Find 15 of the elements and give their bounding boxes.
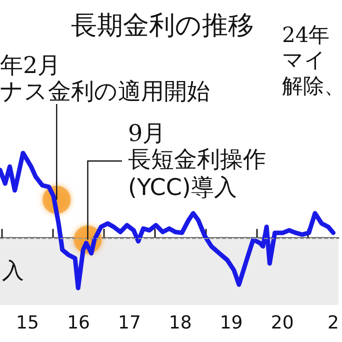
text: マイ解除、	[282, 48, 342, 98]
text: 9月	[128, 121, 166, 147]
x-tick-label: 2	[328, 312, 339, 334]
text: 年2月	[0, 53, 61, 79]
x-tick-label: 16	[67, 312, 90, 334]
chart-title: 長期金利の推移	[71, 11, 254, 41]
x-tick-label: 17	[118, 312, 141, 334]
text: 24年	[282, 23, 330, 47]
x-tick-label: 18	[168, 312, 192, 334]
x-tick-label: 19	[220, 312, 243, 334]
x-tick-label: 15	[16, 312, 39, 334]
annotation: 長短金利操作(YCC)導入	[128, 147, 266, 201]
x-tick-label: 20	[270, 312, 294, 334]
annotation: 入	[2, 259, 24, 284]
annotation: ナス金利の適用開始	[0, 79, 210, 105]
